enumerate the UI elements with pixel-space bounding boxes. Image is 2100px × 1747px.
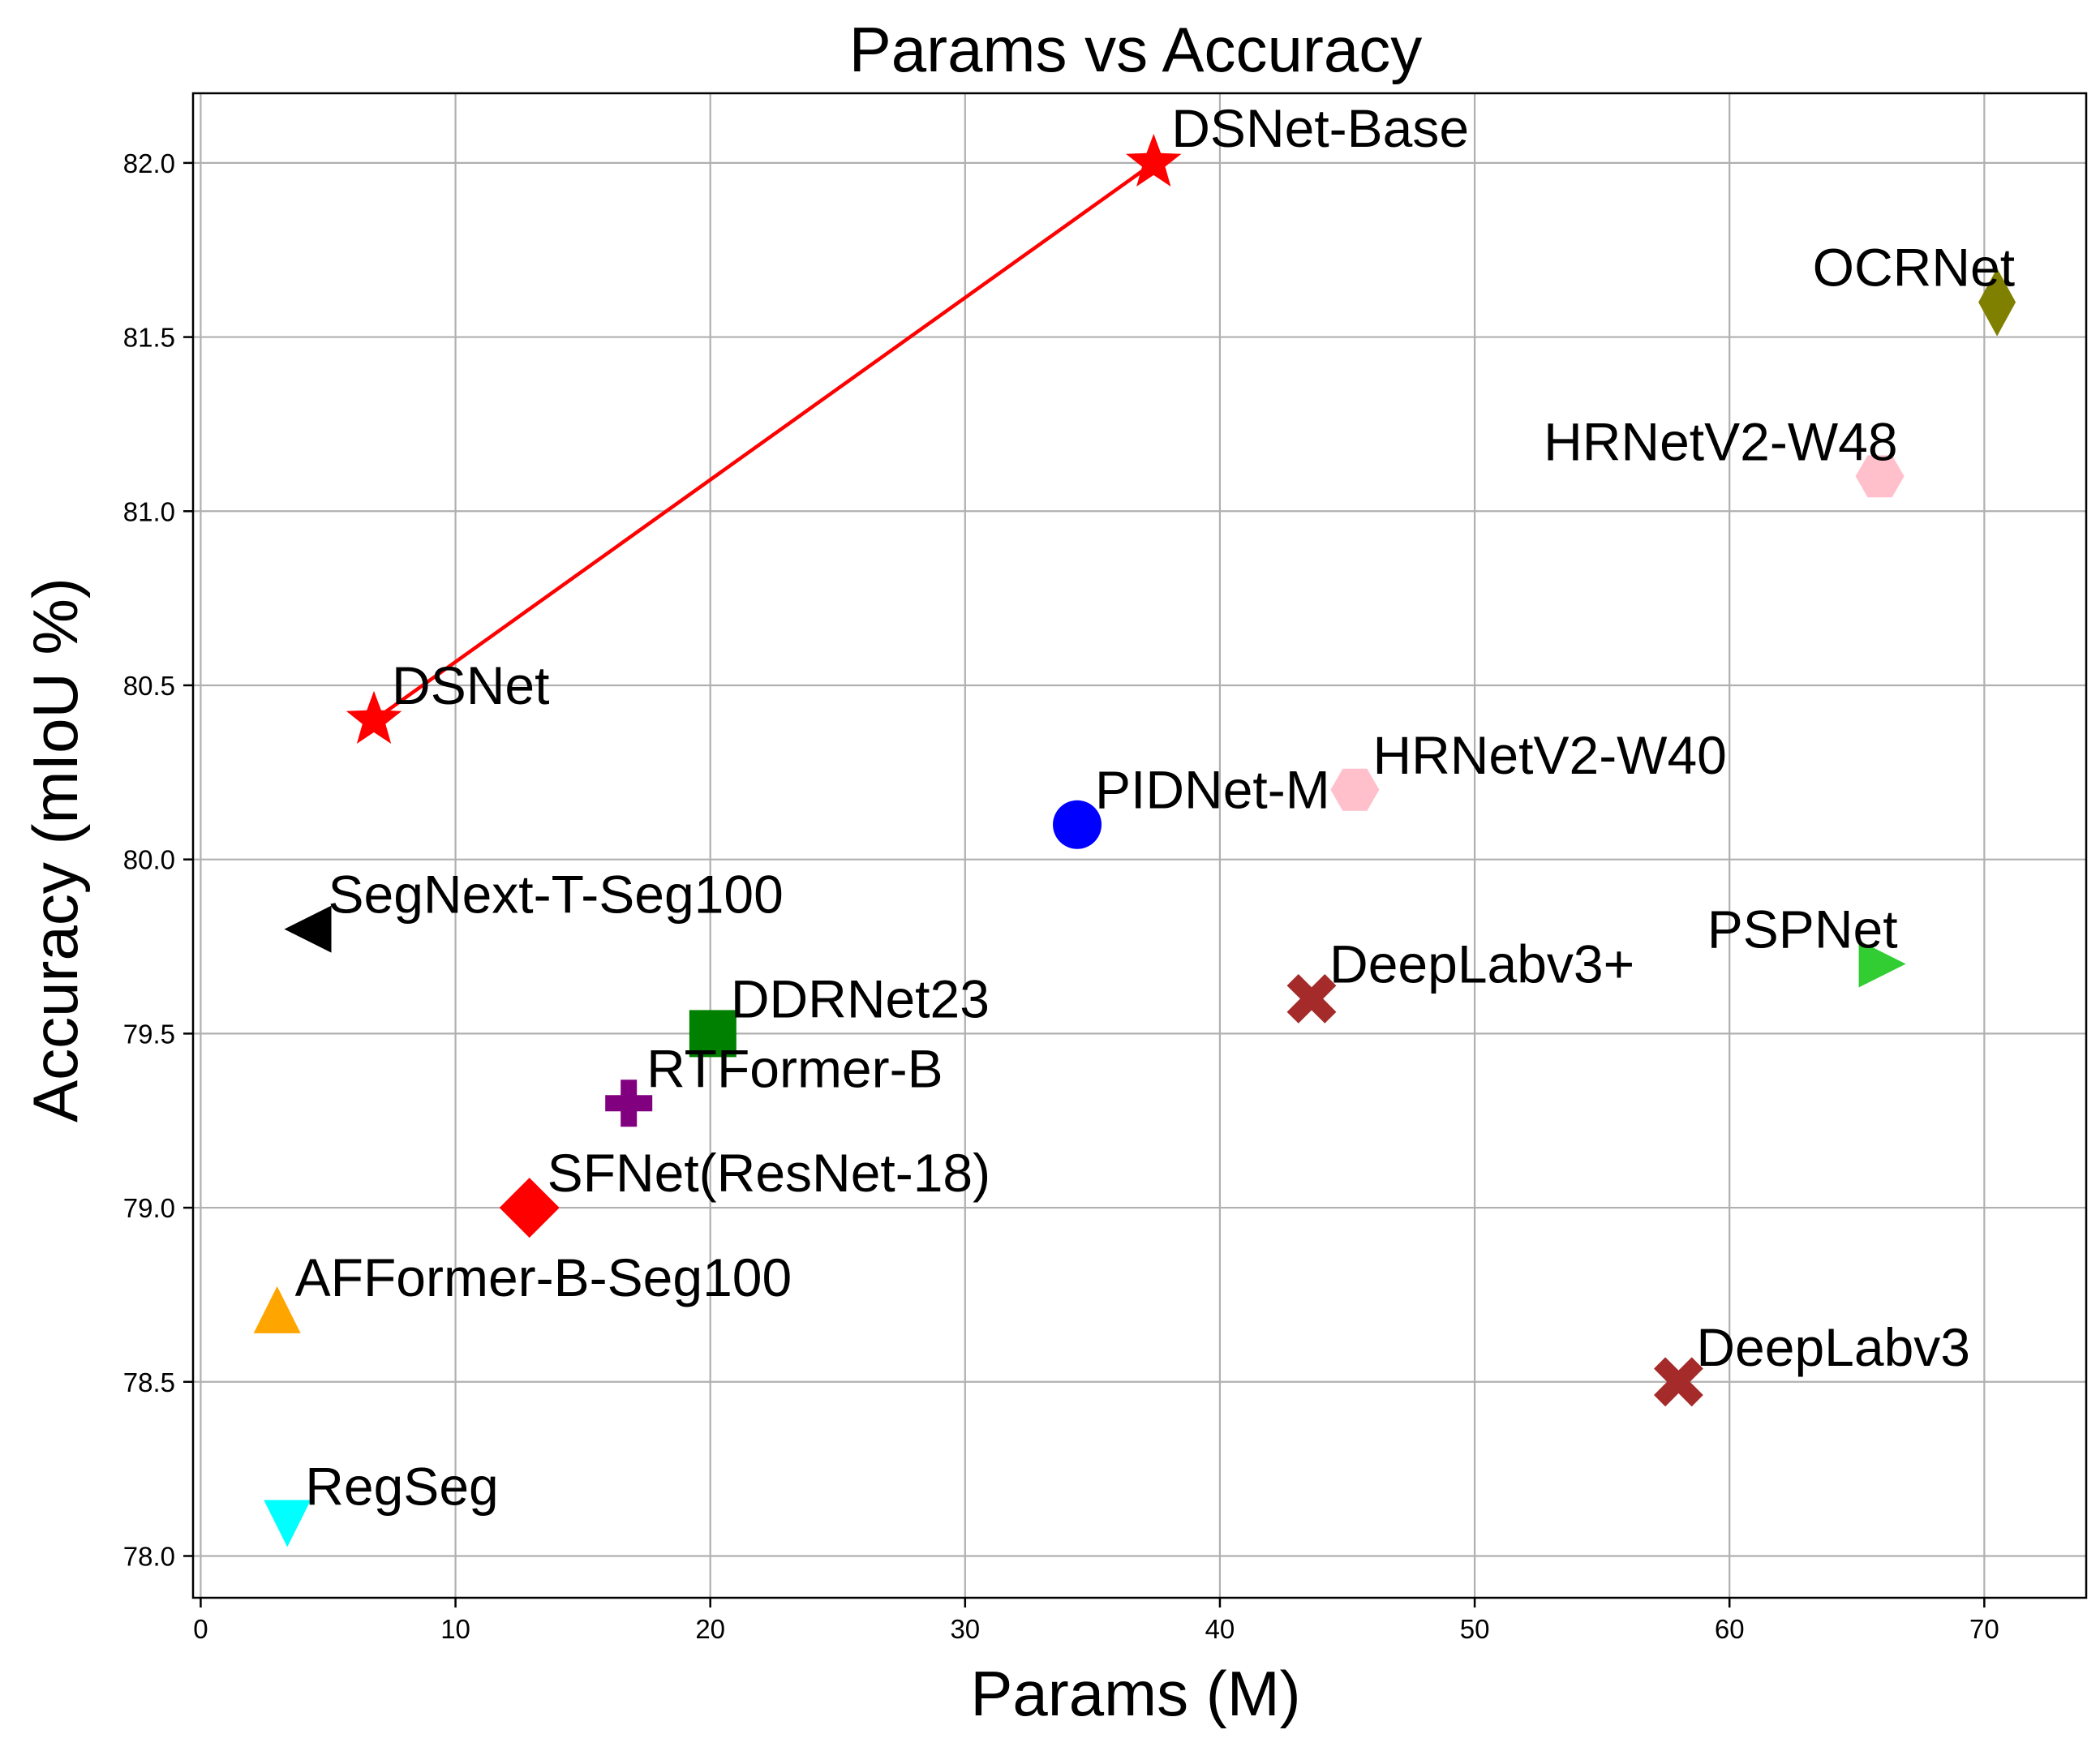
data-markers [253,133,2016,1547]
y-tick-label: 82.0 [123,148,175,178]
axis-ticks: 0 10 20 30 40 50 60 70 78.0 78.5 79.0 79.5 80.0 80.5 8… [123,148,1999,1644]
grid [193,93,2086,1598]
x-axis-title: Params (M) [970,1658,1300,1729]
y-tick-label: 79.5 [123,1019,175,1049]
x-tick-label: 40 [1205,1614,1235,1644]
x-tick-label: 30 [950,1614,980,1644]
ddrnet23-label: DDRNet23 [731,968,990,1028]
ddrnet23-marker [689,1010,737,1058]
hrnetv2-w48-marker [1855,455,1905,498]
x-tick-label: 70 [1969,1614,1999,1644]
x-tick-label: 20 [695,1614,725,1644]
hrnetv2-w40-marker [1330,768,1380,811]
y-tick-label: 79.0 [123,1193,175,1223]
y-tick-label: 78.0 [123,1541,175,1571]
x-tick-label: 10 [440,1614,470,1644]
dsnet-label: DSNet [392,655,549,715]
y-tick-label: 78.5 [123,1367,175,1397]
deeplabv3-label: DeepLabv3 [1696,1317,1970,1377]
point-labels: DSNet DSNet-Base OCRNet HRNetV2-W48 PIDNet-M… [295,98,2015,1517]
plot-area-frame [191,92,2088,1599]
sfnet-resnet-18-label: SFNet(ResNet-18) [548,1143,990,1203]
dsnet-base-label: DSNet-Base [1171,98,1469,158]
y-tick-label: 80.5 [123,671,175,701]
x-tick-label: 50 [1460,1614,1490,1644]
y-tick-label: 80.0 [123,845,175,875]
ocrnet-label: OCRNet [1813,238,2015,298]
segnext-t-seg100-label: SegNext-T-Seg100 [329,865,784,925]
dsnet-connector-line [372,161,1155,722]
y-axis-title: Accuracy (mIoU %) [19,577,91,1122]
pspnet-marker [1858,940,1906,988]
chart-title: Params vs Accuracy [849,14,1423,85]
deeplabv3-marker [1654,1357,1703,1407]
deeplabv3-label: DeepLabv3+ [1329,934,1634,994]
connector-lines [372,161,1155,722]
hrnetv2-w40-label: HRNetV2-W40 [1372,725,1726,785]
segnext-t-seg100-marker [284,905,332,953]
regseg-label: RegSeg [305,1457,499,1517]
pidnet-m-marker [1053,800,1102,849]
y-tick-label: 81.5 [123,323,175,353]
hrnetv2-w48-label: HRNetV2-W48 [1544,411,1897,471]
pidnet-m-label: PIDNet-M [1095,760,1330,820]
sfnet-resnet-18-marker [499,1178,560,1238]
rtformer-b-label: RTFormer-B [646,1038,943,1098]
dsnet-base-marker [1126,133,1182,187]
y-tick-label: 81.0 [123,496,175,526]
pspnet-label: PSPNet [1707,899,1898,959]
rtformer-b-marker [605,1080,653,1127]
afformer-b-seg100-label: AFFormer-B-Seg100 [295,1247,792,1307]
regseg-marker [264,1500,311,1547]
dsnet-marker [346,690,402,744]
deeplabv3-marker [1286,974,1337,1024]
x-tick-label: 60 [1715,1614,1745,1644]
ocrnet-marker [1978,268,2016,337]
afformer-b-seg100-marker [253,1286,301,1333]
x-tick-label: 0 [193,1614,208,1644]
